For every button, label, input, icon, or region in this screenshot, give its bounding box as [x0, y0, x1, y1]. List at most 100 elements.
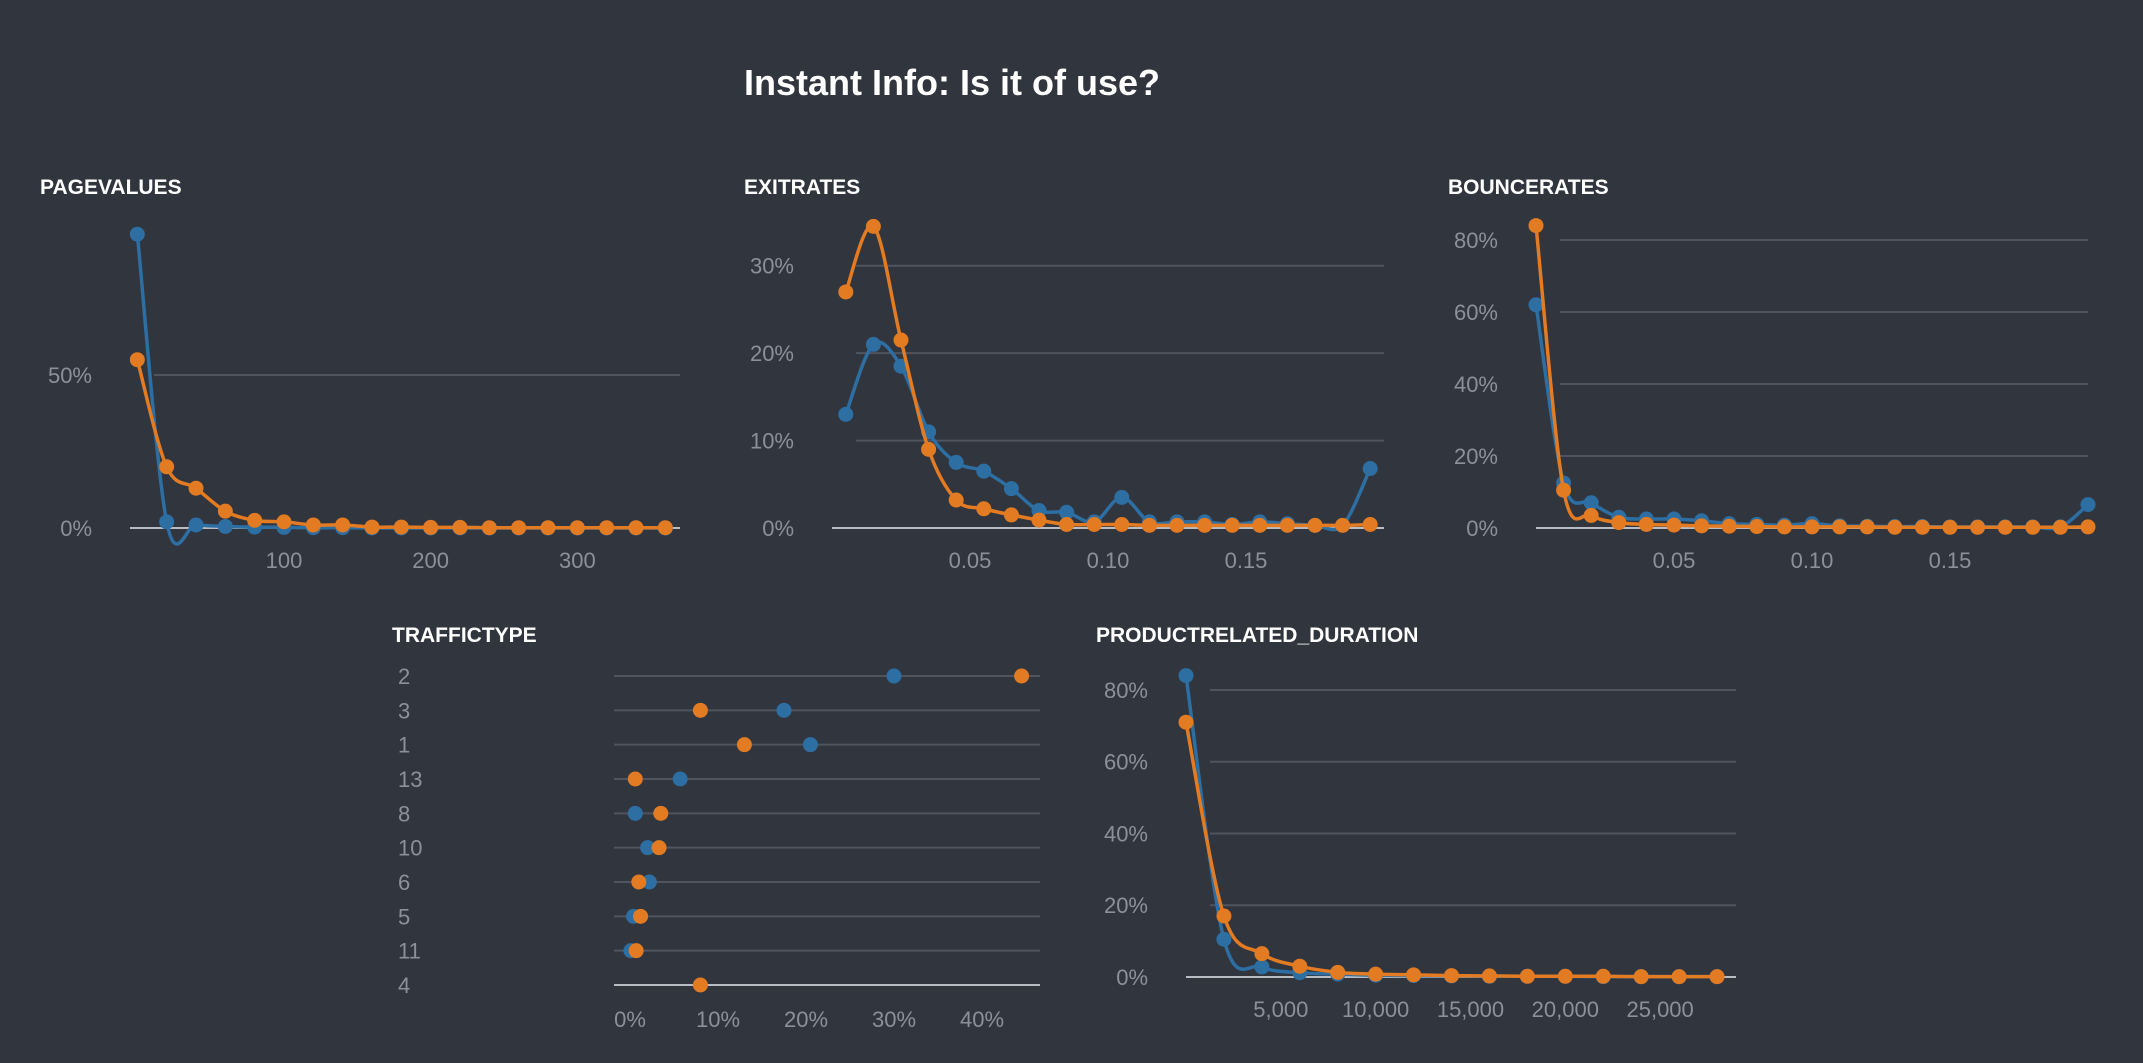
data-point: [1942, 519, 1958, 535]
data-point: [423, 519, 439, 535]
data-point: [511, 520, 527, 536]
data-point: [886, 668, 902, 684]
y-tick-label: 20%: [750, 341, 794, 366]
data-point: [1556, 482, 1572, 498]
data-point: [452, 519, 468, 535]
x-tick-label: 20,000: [1532, 997, 1599, 1022]
data-point: [1335, 517, 1351, 533]
category-label: 3: [398, 698, 410, 723]
data-point: [948, 492, 964, 508]
x-tick-label: 25,000: [1626, 997, 1693, 1022]
data-point: [921, 441, 937, 457]
y-tick-label: 40%: [1454, 372, 1498, 397]
x-tick-label: 15,000: [1437, 997, 1504, 1022]
data-point: [1709, 969, 1725, 985]
x-tick-label: 0.05: [949, 548, 992, 573]
y-tick-label: 40%: [1104, 821, 1148, 846]
data-point: [1638, 516, 1654, 532]
data-point: [1254, 946, 1270, 962]
series-line-1: [844, 224, 1371, 528]
data-point: [1307, 517, 1323, 533]
category-label: 4: [398, 973, 410, 998]
data-point: [736, 737, 752, 753]
data-point: [1406, 967, 1422, 983]
data-point: [1003, 481, 1019, 497]
data-point: [633, 908, 649, 924]
data-point: [1519, 968, 1535, 984]
category-label: 1: [398, 733, 410, 758]
data-point: [2080, 497, 2096, 513]
x-tick-label: 0.15: [1225, 548, 1268, 573]
x-tick-label: 0.10: [1791, 548, 1834, 573]
data-point: [335, 517, 351, 533]
data-point: [653, 805, 669, 821]
chart-title-bouncerates: BOUNCERATES: [1448, 176, 1609, 199]
y-tick-label: 20%: [1104, 893, 1148, 918]
data-point: [1481, 968, 1497, 984]
data-point: [976, 463, 992, 479]
data-point: [569, 520, 585, 536]
data-point: [188, 517, 204, 533]
data-point: [1694, 518, 1710, 534]
data-point: [1086, 517, 1102, 533]
y-tick-label: 0%: [60, 516, 92, 541]
data-point: [1216, 908, 1232, 924]
x-tick-label: 5,000: [1253, 997, 1308, 1022]
data-point: [1611, 515, 1627, 531]
series-line-0: [135, 234, 666, 546]
data-point: [1859, 519, 1875, 535]
data-point: [948, 454, 964, 470]
data-point: [1997, 519, 2013, 535]
category-label: 6: [398, 870, 410, 895]
y-tick-label: 30%: [750, 254, 794, 279]
category-label: 10: [398, 836, 422, 861]
data-point: [129, 352, 145, 368]
data-point: [865, 336, 881, 352]
data-point: [1059, 517, 1075, 533]
data-point: [217, 503, 233, 519]
data-point: [672, 771, 688, 787]
data-point: [159, 514, 175, 530]
category-label: 11: [398, 939, 421, 964]
data-point: [776, 702, 792, 718]
data-point: [631, 874, 647, 890]
category-label: 13: [398, 767, 422, 792]
chart-productrelated-duration: 0% 20% 40% 60% 80% 5,000 10,000 15,000 20,000 25,…: [1104, 668, 1736, 1022]
data-point: [1059, 504, 1075, 520]
data-point: [599, 520, 615, 536]
data-point: [1169, 517, 1185, 533]
chart-title-pagevalues: PAGEVALUES: [40, 176, 182, 199]
data-point: [1216, 931, 1232, 947]
data-point: [1279, 517, 1295, 533]
series-line-1: [1184, 721, 1718, 979]
data-point: [627, 771, 643, 787]
data-point: [1254, 959, 1270, 975]
data-point: [1224, 517, 1240, 533]
data-point: [640, 840, 656, 856]
x-tick-label: 30%: [872, 1007, 916, 1032]
data-point: [641, 874, 657, 890]
data-point: [188, 480, 204, 496]
data-point: [1914, 519, 1930, 535]
y-tick-label: 10%: [750, 429, 794, 454]
y-tick-label: 80%: [1104, 678, 1148, 703]
data-point: [481, 520, 497, 536]
x-tick-label: 10%: [696, 1007, 740, 1032]
series-line-1: [135, 359, 666, 530]
chart-title-productrelated-duration: PRODUCTRELATED_DURATION: [1096, 624, 1419, 647]
data-point: [1970, 519, 1986, 535]
data-point: [651, 840, 667, 856]
y-tick-label: 20%: [1454, 444, 1498, 469]
x-tick-label: 40%: [960, 1007, 1004, 1032]
data-point: [2025, 519, 2041, 535]
y-tick-label: 60%: [1104, 750, 1148, 775]
data-point: [1368, 966, 1384, 982]
x-tick-label: 200: [412, 548, 449, 573]
y-tick-label: 0%: [1116, 965, 1148, 990]
y-tick-label: 0%: [762, 516, 794, 541]
data-point: [628, 943, 644, 959]
data-point: [159, 459, 175, 475]
